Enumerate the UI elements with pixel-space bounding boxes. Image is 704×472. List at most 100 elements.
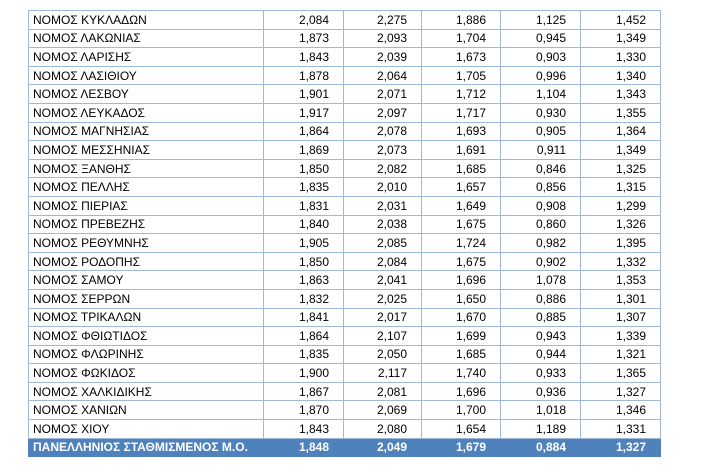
value-cell: 0,930 [500,102,581,123]
table-body: ΝΟΜΟΣ ΚΥΚΛΑΔΩΝ 2,084 2,275 1,886 1,125 1,452 Ν… [28,10,661,458]
table-row: ΝΟΜΟΣ ΠΡΕΒΕΖΗΣ 1,840 2,038 1,675 0,860 1,326 [28,214,661,235]
data-table: ΝΟΜΟΣ ΚΥΚΛΑΔΩΝ 2,084 2,275 1,886 1,125 1,452 Ν… [28,10,661,458]
table-row: ΝΟΜΟΣ ΡΟΔΟΠΗΣ 1,850 2,084 1,675 0,902 1,332 [28,251,661,272]
value-cell: 2,025 [343,288,422,309]
table-row: ΝΟΜΟΣ ΠΕΛΛΗΣ 1,835 2,010 1,657 0,856 1,315 [28,177,661,197]
value-cell: 1,864 [263,326,344,346]
value-cell: 1,901 [263,84,344,104]
region-name: ΝΟΜΟΣ ΦΛΩΡΙΝΗΣ [28,344,264,365]
region-name: ΝΟΜΟΣ ΠΙΕΡΙΑΣ [28,195,264,216]
value-cell: 1,705 [421,65,501,86]
value-cell: 1,315 [580,177,661,197]
value-cell: 1,900 [263,363,344,383]
value-cell: 1,349 [580,28,661,49]
value-cell: 1,864 [263,121,344,142]
value-cell: 1,330 [580,47,661,67]
value-cell: 2,010 [343,177,422,197]
value-cell: 0,911 [500,140,581,160]
value-cell: 2,039 [343,47,422,67]
value-cell: 1,675 [421,251,501,272]
value-cell: 0,885 [500,307,581,328]
value-cell: 1,704 [421,28,501,49]
value-cell: 0,996 [500,65,581,86]
value-cell: 1,835 [263,177,344,197]
value-cell: 2,041 [343,270,422,290]
value-cell: 2,082 [343,158,422,179]
value-cell: 1,835 [263,344,344,365]
value-cell: 0,846 [500,158,581,179]
value-cell: 2,073 [343,140,422,160]
region-name: ΝΟΜΟΣ ΜΑΓΝΗΣΙΑΣ [28,121,264,142]
region-name: ΝΟΜΟΣ ΛΑΚΩΝΙΑΣ [28,28,264,49]
value-cell: 1,189 [500,419,581,439]
region-name: ΝΟΜΟΣ ΚΥΚΛΑΔΩΝ [28,10,264,30]
value-cell: 1,321 [580,344,661,365]
value-cell: 0,886 [500,288,581,309]
value-cell: 1,650 [421,288,501,309]
table-row: ΝΟΜΟΣ ΛΑΣΙΘΙΟΥ 1,878 2,064 1,705 0,996 1,340 [28,65,661,86]
value-cell: 2,097 [343,102,422,123]
value-cell: 1,339 [580,326,661,346]
value-cell: 0,902 [500,251,581,272]
value-cell: 2,017 [343,307,422,328]
value-cell: 2,031 [343,195,422,216]
table-row: ΝΟΜΟΣ ΦΛΩΡΙΝΗΣ 1,835 2,050 1,685 0,944 1,321 [28,344,661,365]
value-cell: 1,327 [580,437,661,458]
value-cell: 1,699 [421,326,501,346]
value-cell: 0,982 [500,233,581,253]
value-cell: 1,870 [263,400,344,421]
value-cell: 0,856 [500,177,581,197]
value-cell: 1,867 [263,381,344,402]
region-name: ΠΑΝΕΛΛΗΝΙΟΣ ΣΤΑΘΜΙΣΜΕΝΟΣ Μ.Ο. [28,437,264,458]
value-cell: 1,326 [580,214,661,235]
value-cell: 0,945 [500,28,581,49]
value-cell: 2,064 [343,65,422,86]
value-cell: 1,696 [421,381,501,402]
value-cell: 2,078 [343,121,422,142]
value-cell: 1,696 [421,270,501,290]
value-cell: 1,841 [263,307,344,328]
region-name: ΝΟΜΟΣ ΡΕΘΥΜΝΗΣ [28,233,264,253]
region-name: ΝΟΜΟΣ ΤΡΙΚΑΛΩΝ [28,307,264,328]
value-cell: 1,832 [263,288,344,309]
value-cell: 0,905 [500,121,581,142]
region-name: ΝΟΜΟΣ ΠΡΕΒΕΖΗΣ [28,214,264,235]
value-cell: 1,740 [421,363,501,383]
value-cell: 1,850 [263,158,344,179]
value-cell: 1,670 [421,307,501,328]
value-cell: 1,831 [263,195,344,216]
value-cell: 1,657 [421,177,501,197]
value-cell: 2,084 [343,251,422,272]
value-cell: 2,050 [343,344,422,365]
value-cell: 1,700 [421,400,501,421]
value-cell: 1,654 [421,419,501,439]
value-cell: 1,018 [500,400,581,421]
value-cell: 1,365 [580,363,661,383]
value-cell: 0,908 [500,195,581,216]
value-cell: 1,905 [263,233,344,253]
value-cell: 1,850 [263,251,344,272]
value-cell: 1,355 [580,102,661,123]
value-cell: 1,125 [500,10,581,30]
table-row: ΝΟΜΟΣ ΚΥΚΛΑΔΩΝ 2,084 2,275 1,886 1,125 1,452 [28,10,661,30]
value-cell: 2,081 [343,381,422,402]
value-cell: 1,346 [580,400,661,421]
region-name: ΝΟΜΟΣ ΧΙΟΥ [28,419,264,439]
table-row: ΝΟΜΟΣ ΜΑΓΝΗΣΙΑΣ 1,864 2,078 1,693 0,905 1,364 [28,121,661,142]
value-cell: 1,691 [421,140,501,160]
value-cell: 1,679 [421,437,501,458]
footer-row: ΠΑΝΕΛΛΗΝΙΟΣ ΣΤΑΘΜΙΣΜΕΝΟΣ Μ.Ο. 1,848 2,049 1… [28,437,661,458]
table-row: ΝΟΜΟΣ ΛΕΥΚΑΔΟΣ 1,917 2,097 1,717 0,930 1,355 [28,102,661,123]
value-cell: 0,860 [500,214,581,235]
table-row: ΝΟΜΟΣ ΧΙΟΥ 1,843 2,080 1,654 1,189 1,331 [28,419,661,439]
region-name: ΝΟΜΟΣ ΡΟΔΟΠΗΣ [28,251,264,272]
value-cell: 0,936 [500,381,581,402]
value-cell: 1,693 [421,121,501,142]
value-cell: 1,843 [263,419,344,439]
table-row: ΝΟΜΟΣ ΛΑΚΩΝΙΑΣ 1,873 2,093 1,704 0,945 1,349 [28,28,661,49]
value-cell: 1,078 [500,270,581,290]
value-cell: 2,084 [263,10,344,30]
region-name: ΝΟΜΟΣ ΧΑΛΚΙΔΙΚΗΣ [28,381,264,402]
table-row: ΝΟΜΟΣ ΧΑΝΙΩΝ 1,870 2,069 1,700 1,018 1,346 [28,400,661,421]
